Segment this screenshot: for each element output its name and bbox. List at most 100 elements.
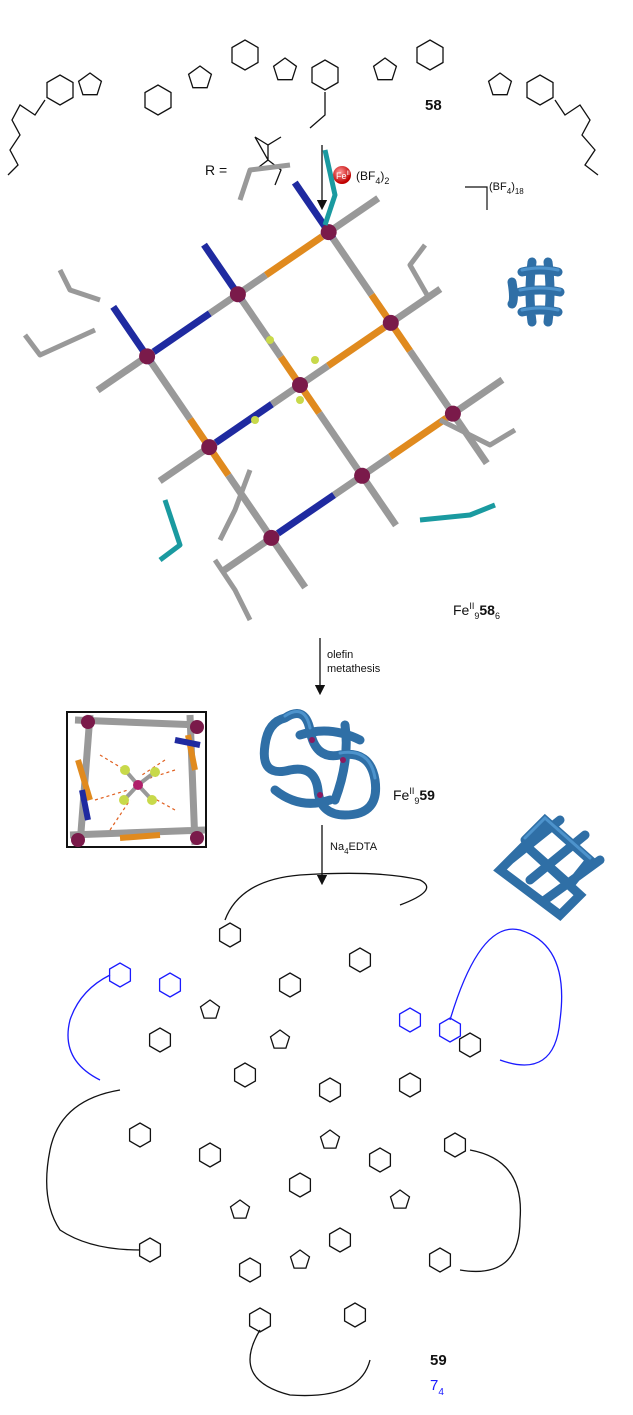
alkyl-tail xyxy=(217,469,253,542)
ring xyxy=(278,972,302,998)
alkyl-tail xyxy=(212,558,253,622)
ring xyxy=(199,999,221,1019)
macrocycle-blue xyxy=(67,928,563,1081)
reagent-1-anion: (BF4)2 xyxy=(356,169,389,186)
strand xyxy=(407,348,452,410)
ring xyxy=(526,74,554,106)
crystal-structure xyxy=(23,149,517,622)
ring xyxy=(238,1257,262,1283)
alkyl-tail xyxy=(419,502,496,523)
complex-2-label: FeII959 xyxy=(393,786,435,806)
ring xyxy=(372,57,398,81)
r-label: R = xyxy=(205,162,227,178)
ring xyxy=(272,57,298,81)
bf4 xyxy=(296,396,304,404)
chain xyxy=(309,92,326,129)
grid-icon xyxy=(507,257,565,327)
strand xyxy=(225,473,270,534)
conditions-2b: metathesis xyxy=(327,663,381,675)
ring xyxy=(289,1249,311,1269)
chain xyxy=(7,99,46,176)
ring xyxy=(229,1199,251,1219)
ring xyxy=(416,39,444,71)
alkyl-tail xyxy=(57,268,101,303)
alkyl-tail xyxy=(237,162,291,201)
ring xyxy=(398,1007,422,1033)
ring xyxy=(231,39,259,71)
ring xyxy=(138,1237,162,1263)
ring xyxy=(438,1017,462,1043)
ring xyxy=(144,84,172,116)
ring xyxy=(487,72,513,96)
ring xyxy=(269,1029,291,1049)
ring xyxy=(248,1307,272,1333)
macrocycle xyxy=(46,872,522,1397)
bf4 xyxy=(311,356,319,364)
ring xyxy=(187,65,213,89)
alkyl-tail xyxy=(158,499,183,562)
ring xyxy=(343,1302,367,1328)
strand xyxy=(213,401,274,446)
conditions-2a: olefin xyxy=(327,649,353,661)
fe-atom xyxy=(292,377,308,393)
ring xyxy=(46,74,74,106)
strand xyxy=(330,236,375,297)
knot-icon xyxy=(259,709,381,820)
strand xyxy=(326,324,387,369)
ring xyxy=(458,1032,482,1058)
fe-atom xyxy=(382,314,399,331)
ring xyxy=(348,947,372,973)
strand xyxy=(148,360,193,422)
fe-atom xyxy=(444,405,461,422)
fe-icon xyxy=(333,166,351,184)
ring xyxy=(428,1247,452,1273)
ring xyxy=(443,1132,467,1158)
alkyl-tail xyxy=(23,327,97,358)
ligand-structure xyxy=(7,39,599,176)
ring xyxy=(158,972,182,998)
ring xyxy=(233,1062,257,1088)
fe-atom xyxy=(263,529,280,546)
chain xyxy=(554,99,599,176)
ring xyxy=(108,962,132,988)
knot-icon-2 xyxy=(493,813,605,921)
product-structure xyxy=(46,872,563,1397)
ring xyxy=(318,1077,342,1103)
strand xyxy=(263,233,325,278)
ring xyxy=(368,1147,392,1173)
ring xyxy=(398,1072,422,1098)
r-group xyxy=(254,136,282,186)
product-label: 59 xyxy=(430,1352,447,1369)
strand xyxy=(275,492,337,537)
ring xyxy=(128,1122,152,1148)
alkyl-tail xyxy=(407,243,433,302)
fe-atom xyxy=(320,224,337,241)
strand xyxy=(316,411,361,472)
fe-atom xyxy=(229,286,246,303)
alkyl-tail xyxy=(438,417,517,448)
ligand-label: 58 xyxy=(425,97,442,114)
knot-label: 74 xyxy=(430,1377,444,1398)
bf4 xyxy=(251,416,259,424)
bf4 xyxy=(266,336,274,344)
ring xyxy=(148,1027,172,1053)
ring xyxy=(198,1142,222,1168)
strand xyxy=(388,415,449,460)
strand xyxy=(151,310,212,355)
fe-atom xyxy=(354,467,371,484)
ring xyxy=(77,72,103,96)
fe-atom xyxy=(201,439,218,456)
reagent-3: Na4EDTA xyxy=(330,841,378,856)
bracket xyxy=(465,186,488,210)
ring xyxy=(389,1189,411,1209)
ring xyxy=(311,59,339,91)
counterion: (BF4)18 xyxy=(489,181,524,196)
complex-1-label: FeII9586 xyxy=(453,601,500,621)
ring xyxy=(288,1172,312,1198)
inset xyxy=(66,711,207,848)
ring xyxy=(218,922,242,948)
ring xyxy=(319,1129,341,1149)
strand xyxy=(239,298,284,359)
fe-atom xyxy=(139,348,156,365)
